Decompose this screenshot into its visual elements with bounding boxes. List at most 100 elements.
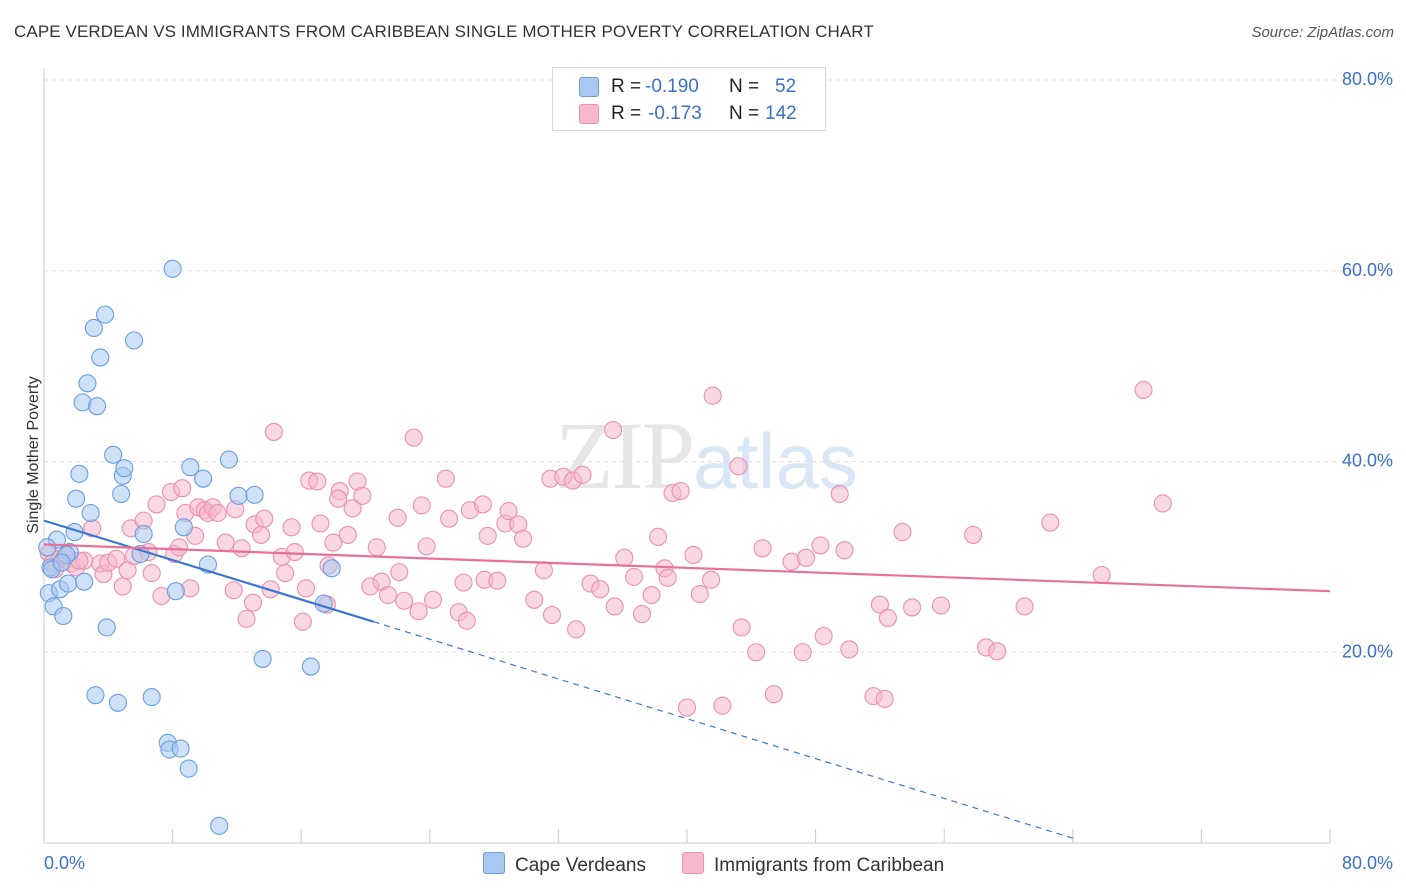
x-tick-label: 0.0% (44, 853, 85, 873)
caribbean-point (658, 568, 677, 587)
caribbean-point (988, 642, 1007, 661)
cape-verdean-point (78, 374, 97, 393)
caribbean-point (390, 563, 409, 582)
caribbean-point (282, 518, 301, 537)
caribbean-trend-line (43, 543, 1331, 593)
cape-verdean-point (75, 572, 94, 591)
caribbean-point (703, 386, 722, 405)
caribbean-point (729, 457, 748, 476)
caribbean-point (840, 640, 859, 659)
legend-r-label: R = (611, 103, 642, 124)
cape-verdean-point (322, 559, 341, 578)
cape-verdean-point (166, 582, 185, 601)
caribbean-point (296, 579, 316, 598)
caribbean-point (232, 539, 251, 558)
caribbean-point (473, 495, 492, 514)
caribbean-point (404, 428, 423, 447)
cape-verdean-point (52, 553, 71, 572)
caribbean-point (814, 626, 833, 646)
caribbean-point (713, 696, 732, 715)
caribbean-point (395, 591, 414, 610)
caribbean-point (796, 548, 816, 567)
cape-verdean-point (301, 657, 320, 676)
legend-r-label: R = (611, 76, 642, 97)
caribbean-point (173, 479, 192, 498)
legend-r-value: -0.190 (645, 76, 699, 97)
y-tick-label: 40.0% (1342, 451, 1393, 471)
caribbean-point (1015, 597, 1034, 616)
caribbean-point (169, 538, 189, 557)
cape-verdean-point (108, 693, 127, 712)
caribbean-point (457, 611, 476, 630)
y-tick-label: 60.0% (1342, 260, 1393, 280)
cape-verdean-point (163, 259, 182, 278)
cape-verdean-point (59, 574, 78, 593)
caribbean-point (931, 596, 951, 615)
caribbean-point (436, 469, 455, 488)
caribbean-point (811, 536, 830, 555)
caribbean-point (311, 514, 330, 533)
legend-swatch-blue (579, 77, 599, 97)
caribbean-point (604, 420, 623, 440)
caribbean-point (624, 567, 644, 586)
cape-verdean-point (38, 538, 57, 557)
cape-verdean-point (81, 503, 100, 523)
chart-title: CAPE VERDEAN VS IMMIGRANTS FROM CARIBBEA… (14, 22, 874, 41)
caribbean-point (902, 598, 922, 617)
bottom-legend-label: Immigrants from Caribbean (714, 855, 945, 876)
caribbean-point (690, 585, 709, 604)
bottom-legend-swatch-blue (483, 852, 505, 874)
caribbean-point (329, 489, 348, 508)
legend-swatch-pink (579, 104, 599, 124)
cape-verdean-point (253, 649, 272, 668)
cape-verdean-point (124, 331, 144, 350)
caribbean-point (835, 541, 854, 560)
caribbean-point (893, 523, 912, 542)
caribbean-point (440, 509, 459, 528)
legend-n-value: 142 (765, 103, 797, 124)
legend-n-label: N = (729, 103, 760, 124)
cape-verdean-point (210, 816, 229, 835)
caribbean-point (255, 509, 274, 528)
cape-verdean-point (84, 318, 103, 338)
bottom-legend-cape-verdeans: Cape Verdeans (483, 852, 646, 877)
caribbean-point (113, 577, 132, 596)
caribbean-point (353, 486, 372, 505)
caribbean-point (684, 545, 703, 565)
cape-verdean-trend-dashed (373, 621, 1073, 839)
caribbean-point (649, 527, 668, 546)
cape-verdean-point (245, 485, 264, 504)
cape-verdean-point (181, 458, 200, 477)
legend-n-label: N = (729, 76, 760, 97)
caribbean-point (208, 503, 227, 523)
caribbean-point (243, 593, 263, 612)
caribbean-point (793, 643, 812, 662)
caribbean-point (573, 465, 592, 484)
caribbean-point (753, 539, 772, 558)
caribbean-point (534, 561, 553, 580)
caribbean-point (642, 585, 661, 605)
caribbean-point (488, 571, 507, 590)
cape-verdean-point (86, 686, 105, 705)
caribbean-point (293, 612, 312, 631)
caribbean-point (1041, 513, 1060, 532)
caribbean-point (764, 685, 783, 704)
caribbean-point (251, 525, 271, 544)
cape-verdean-point (97, 618, 116, 637)
caribbean-point (1134, 380, 1153, 400)
caribbean-point (591, 580, 610, 599)
cape-verdean-point (54, 606, 73, 626)
correlation-legend: R = -0.190 N = 52 R = -0.173 N = 142 (552, 67, 826, 131)
legend-r-value: -0.173 (648, 103, 702, 124)
caribbean-point (525, 590, 544, 609)
caribbean-point (1092, 565, 1111, 585)
caribbean-point (964, 525, 983, 544)
x-tick-label: 80.0% (1342, 853, 1393, 873)
caribbean-point (605, 597, 624, 616)
caribbean-point (567, 620, 586, 639)
legend-n-value: 52 (775, 76, 797, 97)
cape-verdean-point (91, 348, 110, 367)
cape-verdean-point (229, 486, 248, 505)
caribbean-point (499, 502, 518, 521)
